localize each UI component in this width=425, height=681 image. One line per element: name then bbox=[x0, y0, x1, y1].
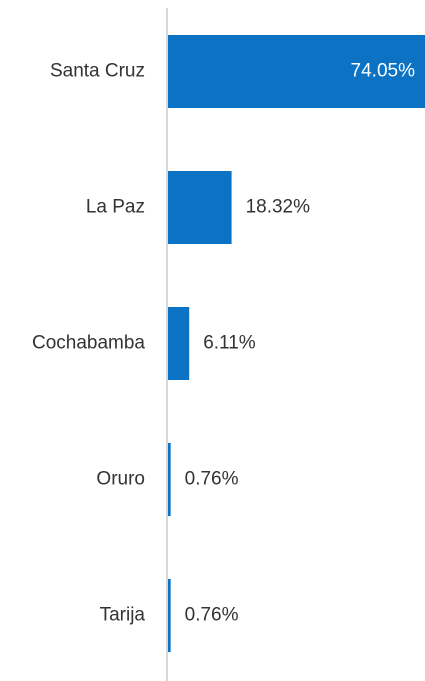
y-tick-label: Tarija bbox=[100, 605, 146, 626]
value-label: 74.05% bbox=[351, 61, 416, 82]
bar bbox=[168, 171, 232, 244]
value-label: 6.11% bbox=[203, 333, 256, 354]
y-tick-label: La Paz bbox=[86, 197, 145, 218]
value-label: 18.32% bbox=[246, 197, 311, 218]
value-label: 0.76% bbox=[185, 605, 239, 626]
y-tick-label: Santa Cruz bbox=[50, 61, 145, 82]
bar bbox=[168, 443, 171, 516]
y-tick-label: Oruro bbox=[96, 469, 145, 490]
value-label: 0.76% bbox=[185, 469, 239, 490]
bar bbox=[168, 35, 425, 108]
bar bbox=[168, 579, 171, 652]
bar bbox=[168, 307, 190, 380]
y-tick-label: Cochabamba bbox=[32, 333, 145, 354]
